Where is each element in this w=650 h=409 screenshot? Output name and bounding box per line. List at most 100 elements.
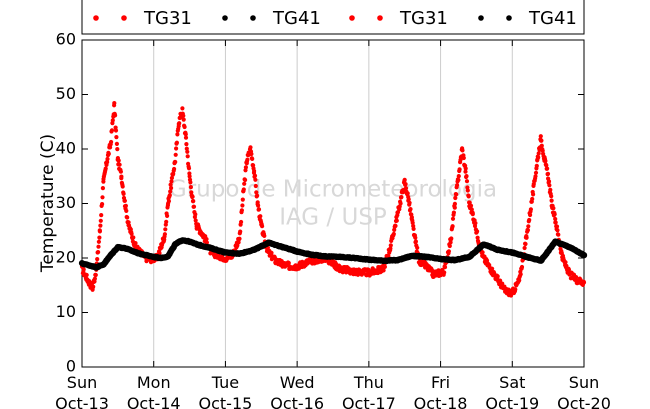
data-point <box>498 278 503 283</box>
data-point <box>466 194 471 199</box>
data-point <box>245 157 250 162</box>
x-tick-label-date: Oct-14 <box>127 394 181 409</box>
data-point <box>454 192 459 197</box>
data-point <box>453 195 458 201</box>
x-tick-label-date: Oct-16 <box>270 394 324 409</box>
data-point <box>407 200 412 205</box>
data-point <box>173 152 178 157</box>
legend-marker <box>93 15 99 21</box>
data-point <box>386 254 391 259</box>
data-point <box>480 250 485 255</box>
data-point <box>180 106 185 111</box>
data-point <box>413 235 418 240</box>
data-point <box>239 219 244 225</box>
data-point <box>100 195 105 200</box>
data-point <box>253 177 258 182</box>
legend-marker <box>377 15 383 21</box>
data-point <box>553 216 558 222</box>
data-point <box>457 167 462 172</box>
data-point <box>171 171 176 176</box>
data-point <box>100 202 105 207</box>
gridlines <box>153 40 513 367</box>
data-point <box>238 229 243 234</box>
data-point <box>452 201 457 206</box>
data-point <box>113 128 119 133</box>
data-point <box>157 251 162 256</box>
data-point <box>133 241 138 246</box>
data-point <box>114 141 119 146</box>
data-point <box>513 287 518 292</box>
data-point <box>169 179 174 184</box>
data-point <box>528 207 534 212</box>
watermark-text: Grupo de Micrometeorologia <box>169 177 497 203</box>
data-point <box>403 182 408 187</box>
data-point <box>193 212 198 217</box>
x-tick-label-day: Tue <box>211 373 239 392</box>
data-point <box>548 187 553 192</box>
data-point <box>549 198 554 203</box>
data-point <box>442 265 448 270</box>
data-point <box>470 212 475 217</box>
x-tick-label-day: Fri <box>431 373 450 392</box>
legend-marker <box>478 15 484 21</box>
y-tick-label: 40 <box>56 139 76 158</box>
x-tick-label-date: Oct-19 <box>485 394 539 409</box>
data-point <box>105 160 110 165</box>
data-point <box>563 260 568 265</box>
data-point <box>531 192 536 197</box>
data-point <box>393 223 398 228</box>
data-point <box>191 204 197 209</box>
y-tick-label: 60 <box>56 30 76 49</box>
data-point <box>112 101 117 106</box>
data-point <box>415 245 420 250</box>
data-point <box>186 166 192 171</box>
data-point <box>97 235 102 240</box>
data-point <box>449 236 454 241</box>
data-point <box>252 168 257 174</box>
y-tick-label: 20 <box>56 248 76 267</box>
legend-item: TG41 <box>222 8 321 29</box>
data-point <box>191 199 196 204</box>
data-point <box>388 246 393 251</box>
data-point <box>100 186 105 191</box>
data-point <box>193 218 198 223</box>
data-point <box>95 257 100 262</box>
data-point <box>554 224 560 229</box>
x-tick-label-day: Mon <box>137 373 171 392</box>
legend-label: TG41 <box>528 8 577 29</box>
data-point <box>552 212 557 217</box>
data-point <box>235 243 240 248</box>
data-point <box>446 249 451 254</box>
data-point <box>164 219 169 224</box>
y-axis-label: Temperature (C) <box>38 134 58 273</box>
data-point <box>252 173 258 178</box>
data-point <box>204 237 209 242</box>
data-point <box>99 213 104 218</box>
data-point <box>98 223 103 228</box>
data-point <box>163 227 168 232</box>
data-point <box>109 139 114 145</box>
data-point <box>406 197 411 202</box>
x-tick-label-day: Sun <box>67 373 97 392</box>
legend-item: TG41 <box>478 8 577 29</box>
data-point <box>442 270 447 275</box>
x-tick-label-date: Oct-15 <box>199 394 253 409</box>
data-point <box>545 171 551 176</box>
data-point <box>544 163 549 168</box>
data-point <box>456 174 461 179</box>
data-point <box>172 166 177 172</box>
data-point <box>168 189 173 194</box>
data-point <box>114 135 119 140</box>
data-point <box>175 132 180 137</box>
data-point <box>96 250 101 255</box>
data-point <box>98 218 103 223</box>
data-point <box>392 227 397 232</box>
x-tick-label-day: Wed <box>280 373 315 392</box>
data-point <box>452 205 457 210</box>
watermark-text: IAG / USP <box>279 205 387 231</box>
legend-marker <box>222 15 228 21</box>
data-point <box>241 187 246 192</box>
data-point <box>461 155 466 161</box>
data-point <box>490 266 495 271</box>
